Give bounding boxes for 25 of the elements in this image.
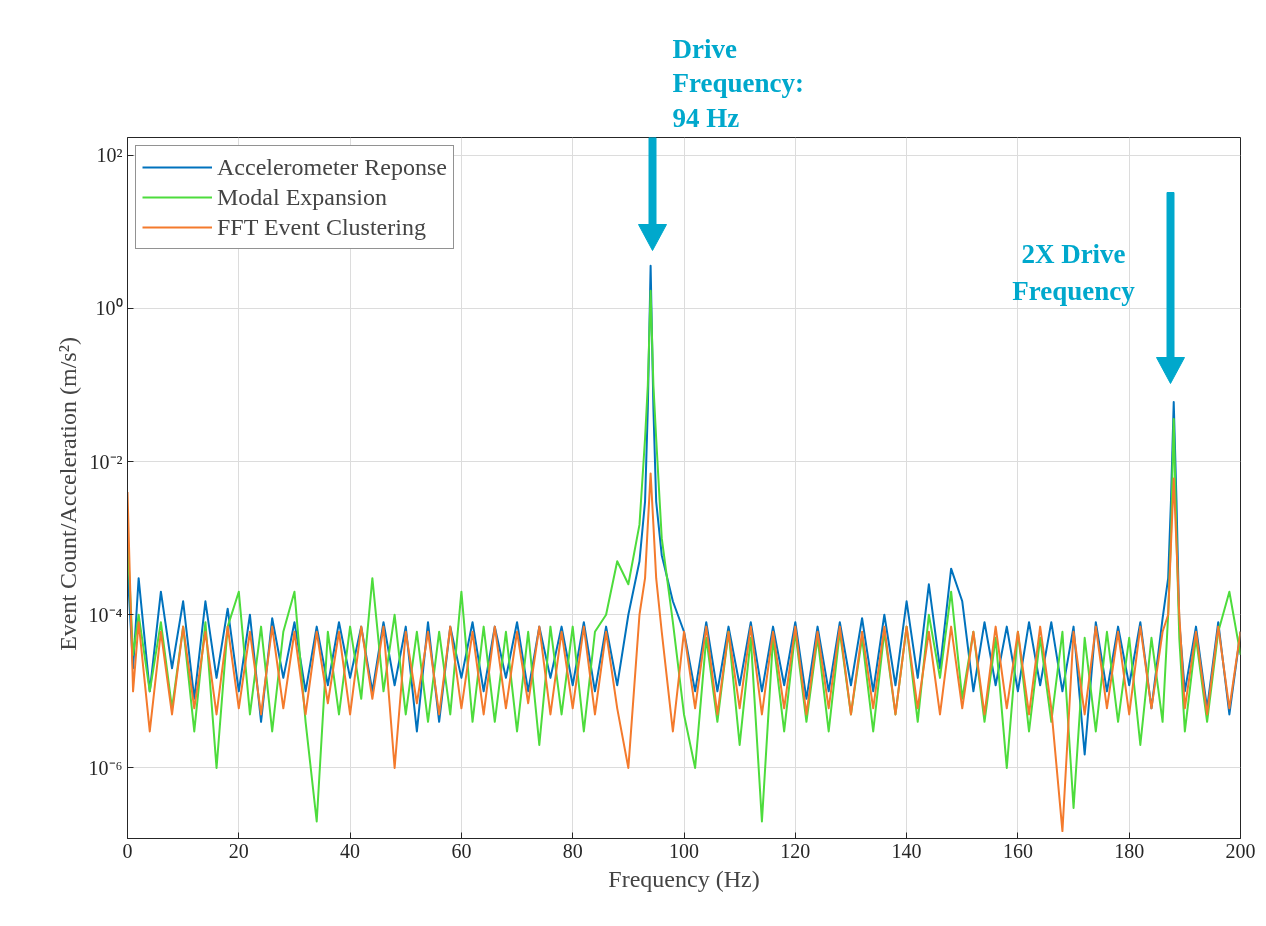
- x-axis-title: Frequency (Hz): [608, 865, 760, 892]
- x-tick-label: 40: [340, 839, 361, 862]
- text: Drive Frequency: 94 Hz: [672, 33, 804, 133]
- x-tick-label: 20: [228, 839, 249, 862]
- y-tick-label: 10⁰: [95, 297, 123, 320]
- x-tick-label: 80: [562, 839, 583, 862]
- y-tick-label: 10⁻²: [89, 450, 123, 473]
- x-tick-label: 120: [780, 839, 811, 862]
- x-tick-label: 180: [1114, 839, 1145, 862]
- legend-label: FFT Event Clustering: [217, 212, 426, 242]
- legend-label: Modal Expansion: [217, 182, 387, 212]
- x-tick-label: 140: [891, 839, 922, 862]
- y-tick-label: 10⁻⁴: [88, 603, 123, 626]
- annotation: 2X Drive Frequency: [1012, 238, 1136, 307]
- x-tick-label: 0: [122, 839, 133, 862]
- x-tick-label: 160: [1002, 839, 1033, 862]
- legend-label: Accelerometer Reponse: [217, 152, 447, 182]
- x-tick-label: 60: [451, 839, 472, 862]
- line-series: [127, 472, 1241, 833]
- x-tick-label: 100: [669, 839, 699, 862]
- x-tick-label: 200: [1225, 839, 1256, 862]
- y-tick-label: 10⁻⁶: [88, 756, 123, 779]
- line-series: [127, 264, 1241, 756]
- y-tick-label: 10²: [96, 144, 123, 167]
- y-axis-title: Event Count/Acceleration (m/s²): [54, 337, 81, 651]
